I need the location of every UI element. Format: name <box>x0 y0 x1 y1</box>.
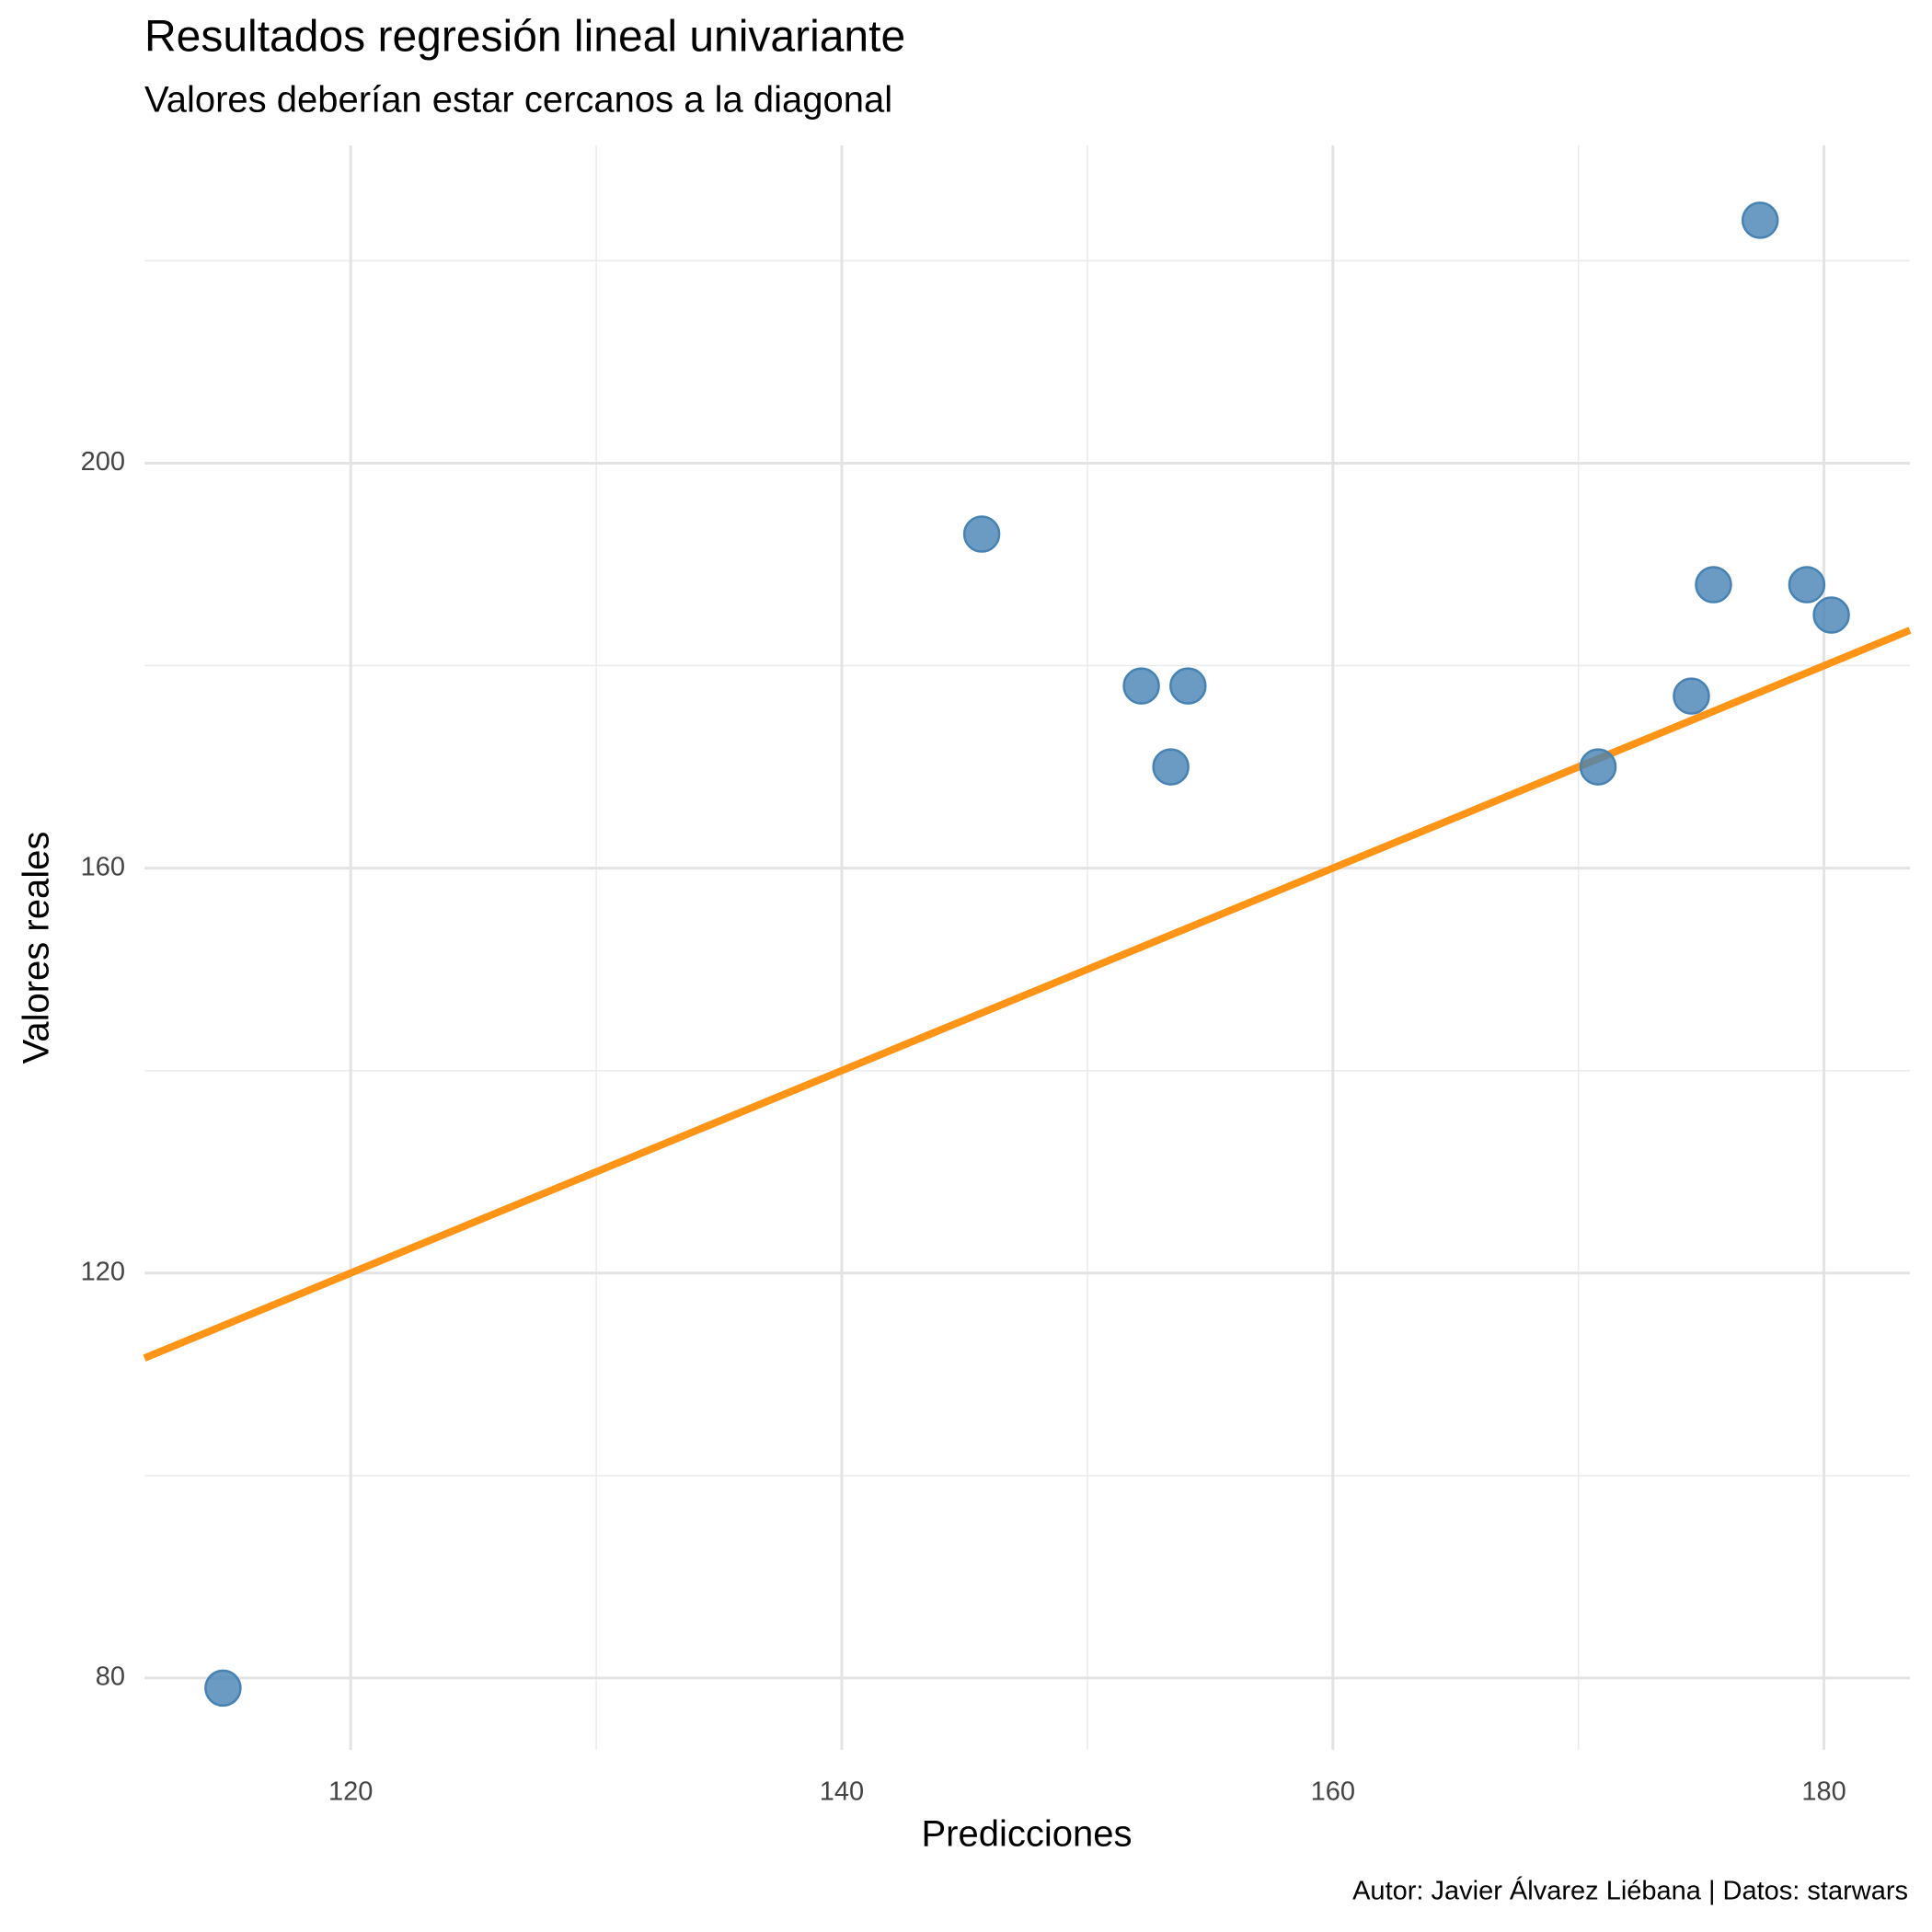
chart-subtitle: Valores deberían estar cercanos a la dia… <box>144 80 892 121</box>
x-axis-label: Predicciones <box>921 1814 1132 1855</box>
caption: Autor: Javier Álvarez Liébana | Datos: s… <box>1352 1876 1908 1906</box>
point <box>1152 748 1190 786</box>
y-tick-label: 200 <box>81 447 125 477</box>
point <box>1169 667 1207 705</box>
chart-title: Resultados regresión lineal univariante <box>144 13 905 62</box>
x-tick-label: 180 <box>1801 1777 1846 1807</box>
diagonal-line <box>143 627 1912 1362</box>
point <box>962 515 1001 553</box>
point <box>1788 566 1826 604</box>
point <box>1695 566 1732 604</box>
y-tick-label: 160 <box>81 852 125 881</box>
point <box>1673 677 1710 715</box>
x-tick-label: 140 <box>820 1777 864 1807</box>
y-tick-label: 120 <box>81 1257 125 1286</box>
point <box>1812 596 1850 634</box>
y-tick-label: 80 <box>96 1662 125 1692</box>
x-tick-label: 160 <box>1311 1777 1355 1807</box>
point <box>1741 201 1779 239</box>
y-axis-label: Valores reales <box>17 832 57 1064</box>
point <box>204 1669 242 1708</box>
point <box>1579 748 1617 786</box>
point <box>1122 667 1160 705</box>
x-tick-label: 120 <box>328 1777 373 1807</box>
